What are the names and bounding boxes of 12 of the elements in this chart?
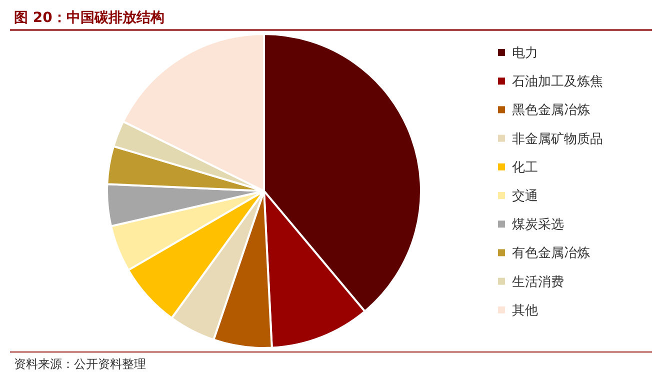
legend-label: 化工 xyxy=(512,160,538,176)
legend-label: 电力 xyxy=(512,46,538,61)
legend-label: 交通 xyxy=(512,188,538,204)
chart-title: 图 20：中国碳排放结构 xyxy=(14,10,164,26)
legend-label: 有色金属冶炼 xyxy=(512,246,590,262)
legend-label: 黑色金属冶炼 xyxy=(512,103,590,118)
legend-label: 煤炭采选 xyxy=(512,218,564,233)
legend-label: 其他 xyxy=(512,303,538,318)
legend-label: 非金属矿物质品 xyxy=(512,132,603,147)
legend-label: 生活消费 xyxy=(512,274,564,290)
legend-label: 石油加工及炼焦 xyxy=(512,74,603,90)
text: 资料来源：公开资料整理 xyxy=(14,357,146,371)
